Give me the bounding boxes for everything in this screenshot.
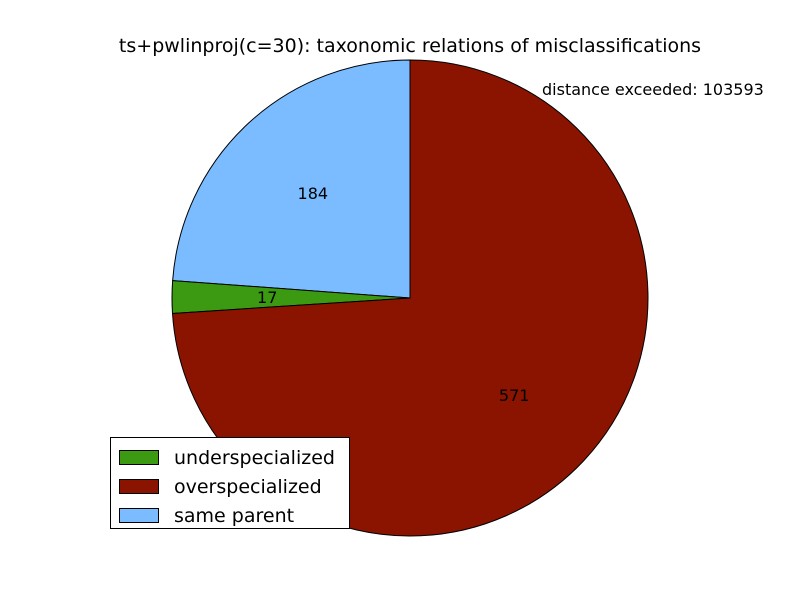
legend-item-underspecialized: underspecialized bbox=[111, 443, 349, 472]
pie-slice-labels: 184 17 571 bbox=[257, 184, 529, 405]
legend-swatch-underspecialized bbox=[119, 450, 159, 465]
legend: underspecialized overspecialized same pa… bbox=[110, 437, 350, 529]
legend-swatch-same-parent bbox=[119, 508, 159, 523]
pie-slice-same-parent bbox=[172, 59, 411, 299]
pie-slices bbox=[171, 59, 649, 537]
pie-slice-label-same-parent: 184 bbox=[298, 184, 329, 203]
pie-slice-label-overspecialized: 571 bbox=[499, 386, 530, 405]
legend-label-same-parent: same parent bbox=[174, 504, 295, 527]
legend-item-same-parent: same parent bbox=[111, 501, 349, 530]
legend-label-underspecialized: underspecialized bbox=[174, 446, 335, 469]
legend-swatch-overspecialized bbox=[119, 479, 159, 494]
chart-title: ts+pwlinproj(c=30): taxonomic relations … bbox=[118, 35, 702, 57]
legend-label-overspecialized: overspecialized bbox=[174, 475, 322, 498]
distance-exceeded-annotation: distance exceeded: 103593 bbox=[542, 80, 764, 99]
legend-item-overspecialized: overspecialized bbox=[111, 472, 349, 501]
pie-slice-label-underspecialized: 17 bbox=[257, 288, 277, 307]
